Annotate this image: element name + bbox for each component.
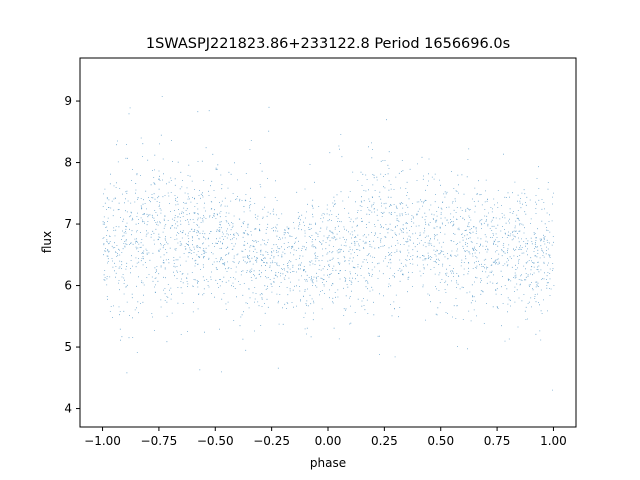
chart-title: 1SWASPJ221823.86+233122.8 Period 1656696… xyxy=(146,36,510,52)
y-tick-label: 8 xyxy=(64,156,72,170)
x-axis-label: phase xyxy=(310,456,346,470)
y-tick-label: 7 xyxy=(64,217,72,231)
plot-points xyxy=(102,96,555,391)
y-axis-label: flux xyxy=(40,231,54,253)
data-points xyxy=(102,96,555,391)
y-tick-label: 6 xyxy=(64,279,72,293)
y-tick-label: 9 xyxy=(64,94,72,108)
y-axis: 4 5 6 7 8 9 xyxy=(64,94,80,416)
x-tick-label: −1.00 xyxy=(84,434,121,448)
y-tick-label: 4 xyxy=(64,402,72,416)
x-tick-label: 0.75 xyxy=(484,434,511,448)
x-tick-label: 1.00 xyxy=(540,434,567,448)
x-axis: −1.00 −0.75 −0.50 −0.25 0.00 0.25 0.50 0.75 1.00 xyxy=(84,427,567,448)
x-tick-label: 0.50 xyxy=(427,434,454,448)
x-tick-label: 0.25 xyxy=(371,434,398,448)
x-tick-label: −0.75 xyxy=(141,434,178,448)
x-tick-label: −0.50 xyxy=(197,434,234,448)
plot-frame xyxy=(79,57,577,428)
x-tick-label: −0.25 xyxy=(253,434,290,448)
x-tick-label: 0.00 xyxy=(315,434,342,448)
y-tick-label: 5 xyxy=(64,340,72,354)
